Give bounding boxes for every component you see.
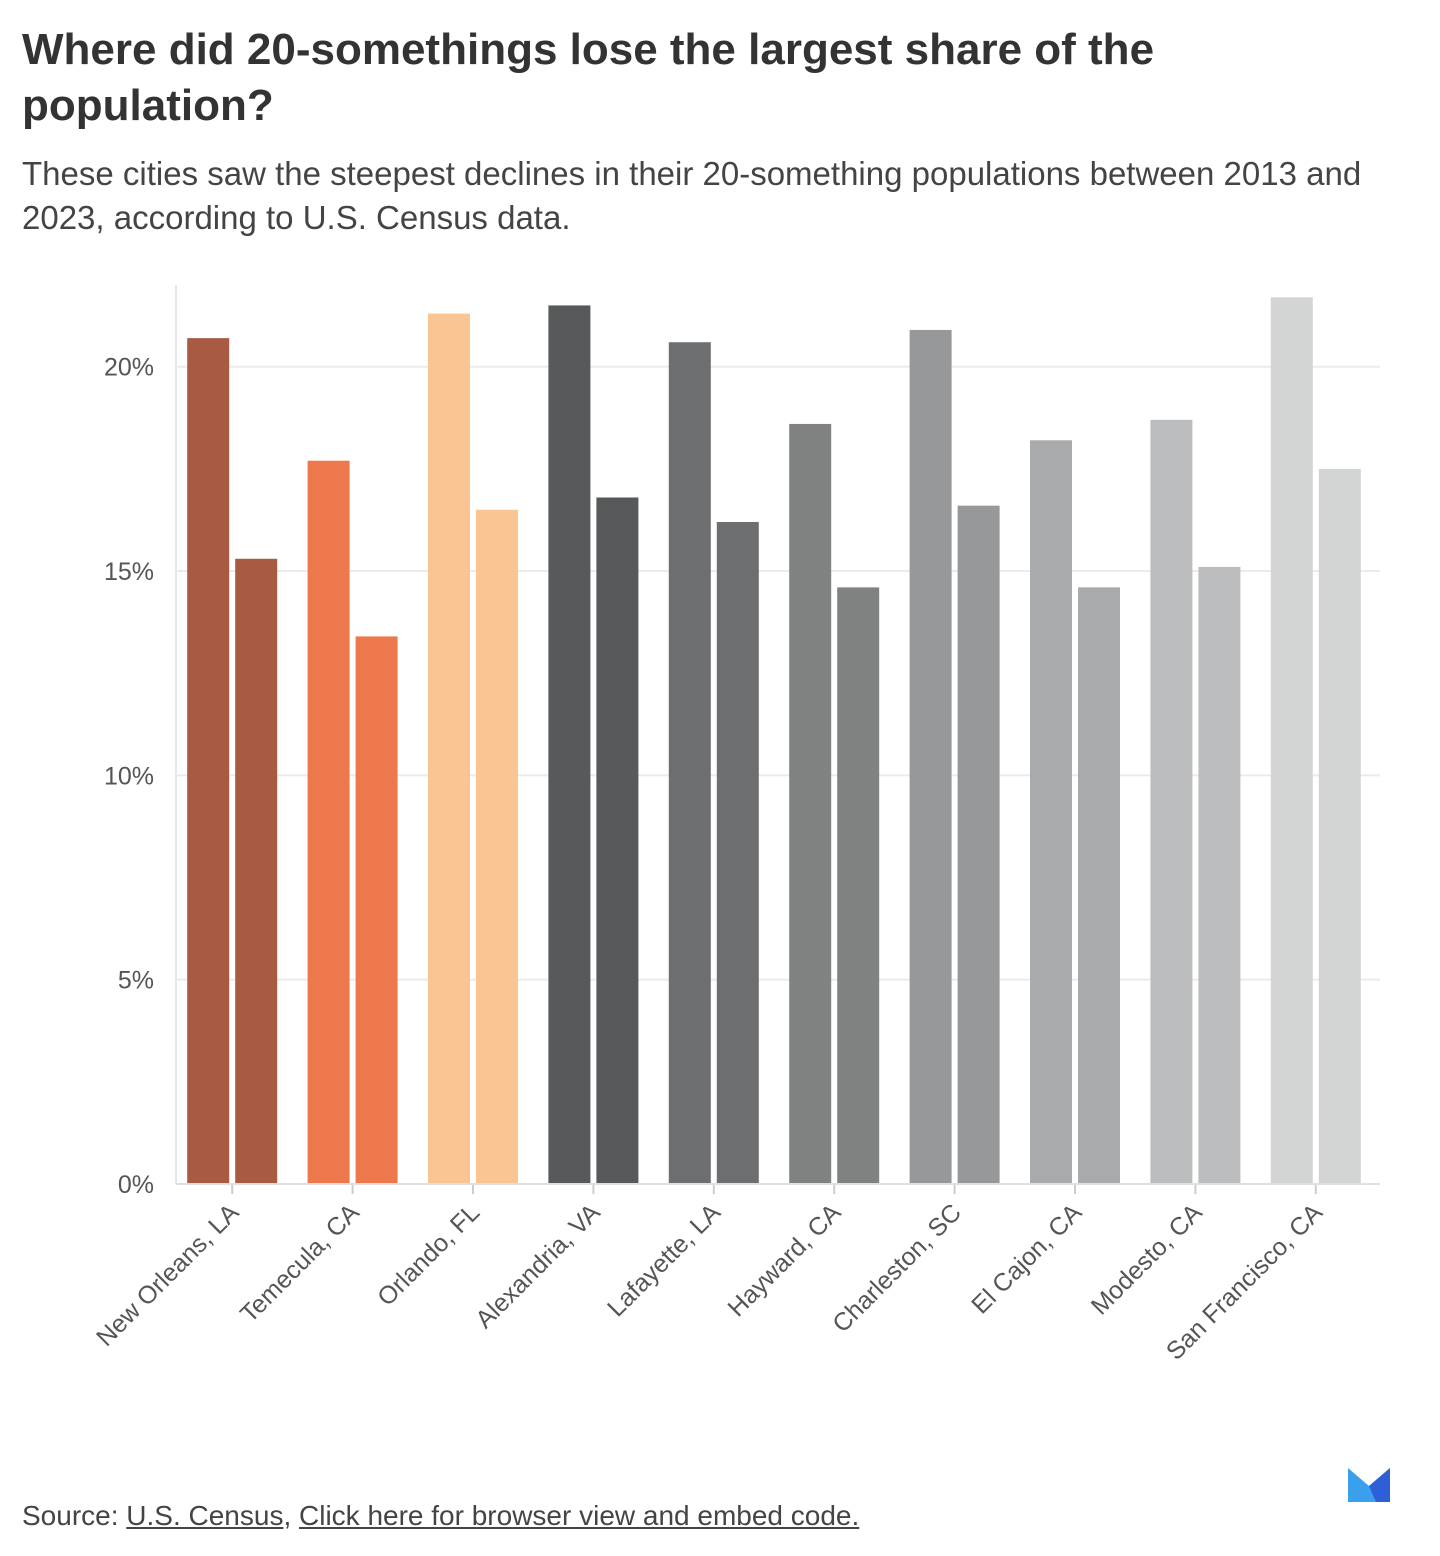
bar <box>235 558 278 1184</box>
x-tick-label: Temecula, CA <box>235 1198 365 1328</box>
bar <box>1078 587 1120 1184</box>
bar <box>307 460 350 1184</box>
source-label: Source: <box>22 1500 119 1531</box>
bar <box>716 522 759 1184</box>
bar <box>1270 297 1313 1184</box>
bar <box>1150 419 1193 1185</box>
bar <box>355 636 398 1184</box>
bar <box>789 423 832 1184</box>
bar <box>909 329 952 1184</box>
y-tick-label: 20% <box>104 354 154 382</box>
bar <box>1318 468 1361 1184</box>
x-tick-label: El Cajon, CA <box>966 1198 1087 1319</box>
bar <box>548 305 591 1184</box>
x-tick-label: Lafayette, LA <box>602 1198 726 1322</box>
embed-link[interactable]: Click here for browser view and embed co… <box>299 1500 860 1531</box>
x-tick-label: Alexandria, VA <box>470 1198 606 1334</box>
bar <box>957 505 1000 1184</box>
x-tick-label: Charleston, SC <box>827 1198 967 1338</box>
bar <box>1198 566 1241 1184</box>
y-tick-label: 10% <box>104 762 154 790</box>
y-tick-label: 0% <box>118 1171 154 1199</box>
x-tick-label: Orlando, FL <box>372 1198 485 1311</box>
bar <box>1030 440 1072 1184</box>
x-tick-label: Modesto, CA <box>1086 1198 1208 1320</box>
separator: , <box>283 1500 292 1531</box>
brand-logo-icon <box>1348 1468 1390 1502</box>
x-tick-label: Hayward, CA <box>723 1198 847 1322</box>
bar <box>837 587 880 1184</box>
source-link[interactable]: U.S. Census <box>126 1500 284 1531</box>
bar <box>428 313 470 1184</box>
x-tick-label: New Orleans, LA <box>91 1198 245 1352</box>
chart-subtitle: These cities saw the steepest declines i… <box>22 155 1362 236</box>
source-footer: Source: U.S. Census, Click here for brow… <box>22 1500 859 1532</box>
y-tick-label: 5% <box>118 967 154 995</box>
bar <box>668 342 711 1184</box>
y-tick-label: 15% <box>104 558 154 586</box>
bar <box>476 509 518 1184</box>
bar <box>596 497 639 1184</box>
chart-title: Where did 20-somethings lose the largest… <box>22 25 1155 130</box>
bar <box>187 338 230 1184</box>
